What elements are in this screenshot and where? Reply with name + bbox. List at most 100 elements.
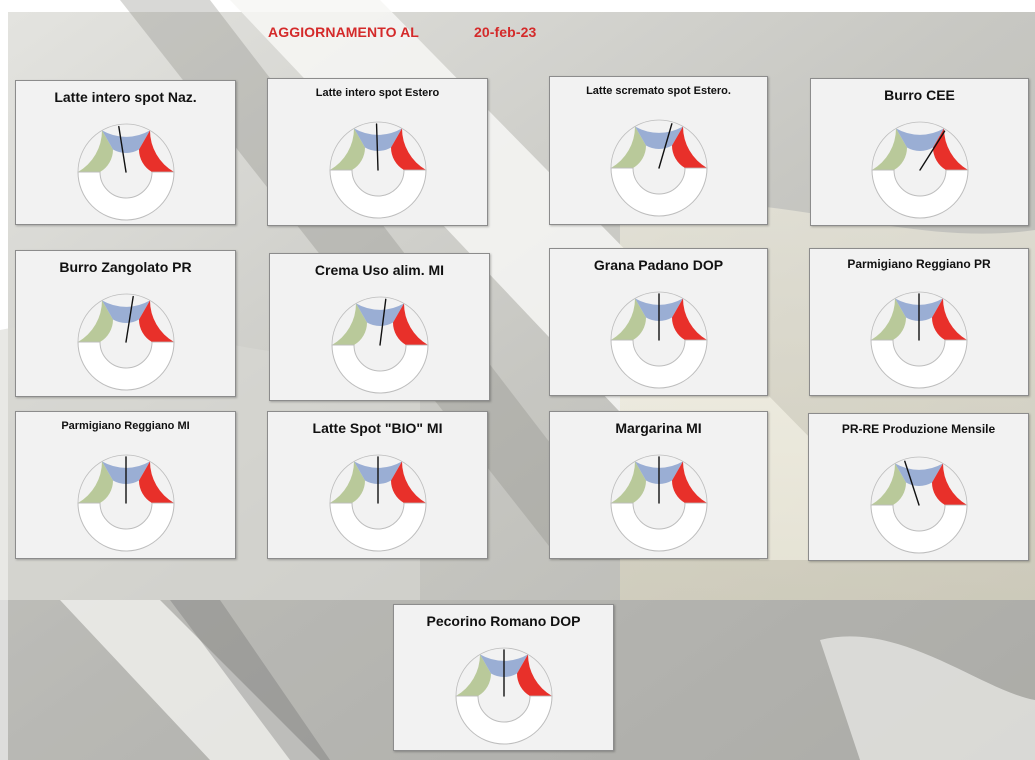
gauge-band-high [516, 654, 552, 696]
gauge-ring-lower [328, 502, 427, 552]
gauge-band-low [77, 130, 113, 172]
gauge-card: Parmigiano Reggiano MI [15, 411, 236, 559]
gauge-card: Burro CEE [810, 78, 1029, 226]
gauge-band-high [392, 303, 428, 345]
gauge-card: Pecorino Romano DOP [393, 604, 614, 751]
gauge-band-high [671, 461, 707, 503]
gauge-band-mid [101, 130, 150, 153]
gauge-outline-upper [871, 121, 968, 171]
gauge-card-title: Parmigiano Reggiano MI [61, 420, 190, 432]
gauge-chart [609, 291, 708, 389]
gauge-ring-lower [870, 169, 969, 219]
gauge-band-mid [895, 128, 944, 151]
gauge-outline-upper [610, 291, 707, 341]
gauge-band-low [455, 654, 491, 696]
gauge-ring-lower [869, 504, 968, 554]
gauge-card: PR-RE Produzione Mensile [808, 413, 1029, 561]
gauge-needle [903, 460, 920, 506]
gauge-band-high [390, 128, 426, 170]
gauge-chart [609, 454, 708, 552]
gauge-card-title: Latte Spot "BIO" MI [312, 420, 443, 436]
gauge-band-high [932, 298, 967, 340]
gauge-card-title: PR-RE Produzione Mensile [841, 422, 996, 436]
gauge-band-high [138, 130, 174, 172]
gauge-ring-lower [328, 169, 427, 219]
gauge-band-low [329, 461, 365, 503]
gauge-outline-upper [610, 454, 707, 504]
gauge-band-high [931, 463, 967, 505]
gauge-band-low [871, 298, 906, 340]
gauge-ring-lower [609, 167, 708, 217]
gauge-outline-upper [329, 454, 426, 504]
gauge-chart [76, 123, 175, 221]
gauge-chart [454, 647, 553, 745]
gauge-band-high [390, 461, 426, 503]
gauge-chart [330, 296, 429, 394]
gauge-chart [870, 291, 968, 389]
gauge-outline-upper [77, 123, 174, 173]
gauge-card: Crema Uso alim. MI [269, 253, 490, 401]
gauge-card: Margarina MI [549, 411, 768, 559]
gauge-needle [657, 123, 673, 169]
gauge-card-title: Latte intero spot Estero [315, 87, 440, 99]
gauge-card-title: Grana Padano DOP [593, 257, 724, 273]
gauge-chart [870, 121, 969, 219]
gauge-outline-upper [870, 456, 967, 506]
gauge-card-title: Crema Uso alim. MI [314, 262, 445, 278]
gauge-band-mid [353, 128, 402, 151]
gauge-band-low [77, 461, 113, 503]
gauge-band-low [610, 126, 646, 168]
gauge-band-mid [101, 300, 150, 323]
update-date: 20-feb-23 [474, 24, 537, 40]
gauge-band-high [932, 128, 968, 170]
gauge-band-high [671, 298, 707, 340]
gauge-card-title: Burro Zangolato PR [59, 259, 192, 275]
gauge-band-low [610, 298, 646, 340]
gauge-outline-upper [77, 293, 174, 343]
gauge-chart [328, 454, 427, 552]
gauge-band-low [610, 461, 646, 503]
gauge-ring-lower [76, 171, 175, 221]
gauge-band-high [138, 461, 174, 503]
gauge-card: Latte intero spot Estero [267, 78, 488, 226]
gauge-card: Grana Padano DOP [549, 248, 768, 396]
gauge-outline-upper [329, 121, 426, 171]
gauge-chart [328, 121, 427, 219]
gauge-card-title: Latte intero spot Naz. [54, 89, 197, 105]
gauge-ring-lower [76, 502, 175, 552]
gauge-band-high [138, 300, 174, 342]
gauge-ring-lower [330, 344, 429, 394]
gauge-needle [117, 125, 127, 173]
gauge-card: Latte intero spot Naz. [15, 80, 236, 225]
gauge-band-low [870, 463, 906, 505]
gauge-card-title: Parmigiano Reggiano PR [847, 257, 991, 271]
update-label: AGGIORNAMENTO AL [268, 24, 419, 40]
gauge-ring-lower [609, 502, 708, 552]
gauge-ring-lower [870, 339, 968, 389]
gauge-ring-lower [454, 695, 553, 745]
gauge-card-title: Pecorino Romano DOP [426, 613, 581, 629]
gauge-card: Parmigiano Reggiano PR [809, 248, 1029, 396]
gauge-band-low [871, 128, 907, 170]
gauge-outline-upper [455, 647, 552, 697]
gauge-outline-upper [870, 291, 968, 341]
gauge-outline-upper [331, 296, 428, 346]
gauge-outline-upper [77, 454, 174, 504]
gauge-card: Latte scremato spot Estero. [549, 76, 768, 225]
gauge-band-low [331, 303, 367, 345]
gauge-band-low [77, 300, 113, 342]
gauge-chart [609, 119, 708, 217]
gauge-chart [76, 293, 175, 391]
gauge-outline-upper [610, 119, 707, 169]
gauge-card: Burro Zangolato PR [15, 250, 236, 397]
gauge-chart [76, 454, 175, 552]
gauge-card-title: Burro CEE [884, 87, 955, 103]
gauge-needle [378, 298, 386, 346]
gauge-needle [124, 295, 134, 343]
gauge-band-mid [355, 303, 404, 326]
gauge-card-title: Latte scremato spot Estero. [586, 85, 731, 97]
gauge-needle [918, 130, 945, 171]
gauge-band-low [329, 128, 365, 170]
gauge-card-title: Margarina MI [615, 420, 702, 436]
gauge-band-high [671, 126, 707, 168]
